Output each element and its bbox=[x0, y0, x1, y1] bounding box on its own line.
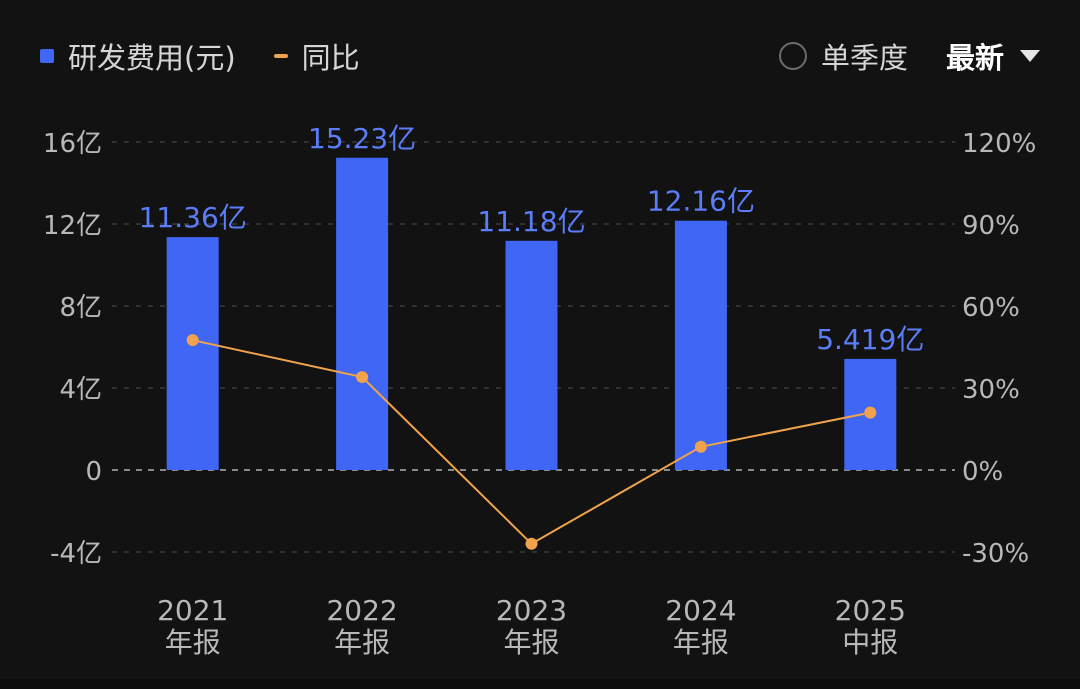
line-legend-label: 同比 bbox=[301, 41, 360, 75]
x-axis-report-label: 中报 bbox=[842, 626, 898, 659]
x-axis-year-label: 2025 bbox=[835, 594, 906, 627]
bar-value-label: 15.23亿 bbox=[308, 122, 416, 155]
line-legend-swatch bbox=[273, 54, 288, 58]
right-axis-tick-label: -30% bbox=[962, 539, 1029, 569]
bar-legend-label: 研发费用(元) bbox=[68, 41, 236, 75]
x-axis-report-label: 年报 bbox=[503, 626, 559, 659]
x-axis-report-label: 年报 bbox=[165, 626, 221, 659]
chart-legend: 研发费用(元) 同比 bbox=[40, 36, 360, 76]
chart-controls: 单季度 最新 bbox=[778, 36, 1040, 76]
bar bbox=[674, 220, 727, 470]
bar-legend-swatch bbox=[40, 49, 54, 63]
left-axis-tick-label: 4亿 bbox=[59, 375, 102, 405]
right-axis-tick-label: 0% bbox=[962, 457, 1003, 487]
x-axis-report-label: 年报 bbox=[673, 626, 729, 659]
left-axis-tick-label: 8亿 bbox=[59, 293, 102, 323]
right-axis-tick-label: 30% bbox=[962, 375, 1020, 405]
left-axis-tick-label: 0 bbox=[85, 457, 102, 487]
yoy-point bbox=[864, 406, 877, 419]
bar-value-label: 11.36亿 bbox=[139, 201, 247, 234]
bottom-strip bbox=[0, 679, 1080, 689]
bar-value-label: 12.16亿 bbox=[647, 185, 755, 218]
yoy-point bbox=[186, 334, 199, 347]
bar-value-label: 11.18亿 bbox=[477, 205, 585, 238]
bar bbox=[505, 240, 558, 470]
sort-dropdown-label[interactable]: 最新 bbox=[945, 41, 1004, 75]
left-axis-tick-label: 16亿 bbox=[43, 129, 102, 159]
x-axis-year-label: 2022 bbox=[326, 594, 397, 627]
bar bbox=[166, 237, 219, 470]
caret-down-icon[interactable] bbox=[1020, 50, 1040, 62]
bar bbox=[336, 157, 389, 470]
left-axis-tick-label: 12亿 bbox=[43, 211, 102, 241]
yoy-point bbox=[525, 537, 538, 550]
single-quarter-label[interactable]: 单季度 bbox=[820, 41, 908, 75]
right-axis-tick-label: 90% bbox=[962, 211, 1020, 241]
right-axis-tick-label: 120% bbox=[962, 129, 1036, 159]
x-axis-year-label: 2021 bbox=[157, 594, 228, 627]
yoy-point bbox=[356, 371, 369, 384]
x-axis-report-label: 年报 bbox=[334, 626, 390, 659]
x-axis-year-label: 2024 bbox=[665, 594, 736, 627]
right-axis-tick-label: 60% bbox=[962, 293, 1020, 323]
yoy-point bbox=[694, 440, 707, 453]
single-quarter-radio[interactable] bbox=[778, 42, 807, 70]
x-axis-year-label: 2023 bbox=[496, 594, 567, 627]
left-axis-tick-label: -4亿 bbox=[50, 539, 102, 569]
bar-value-label: 5.419亿 bbox=[816, 323, 924, 356]
